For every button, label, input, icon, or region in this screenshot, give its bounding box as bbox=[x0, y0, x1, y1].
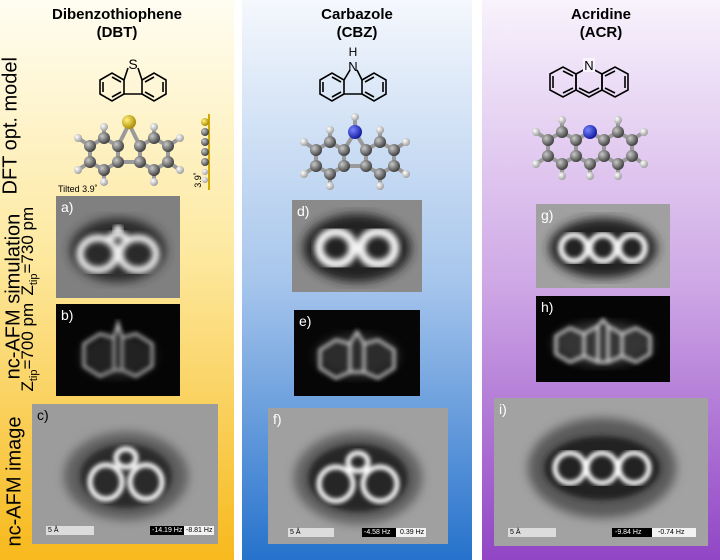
column-abbrev-cbz: (CBZ) bbox=[336, 24, 378, 41]
panel-c-afm-image: c) 5 Å -14.19 Hz -8.81 Hz bbox=[32, 404, 218, 544]
nitrogen-label-acr: N bbox=[584, 58, 593, 73]
colorbar-dbt-max: -8.81 Hz bbox=[186, 527, 213, 534]
scalebar-acr-length: 5 Å bbox=[510, 529, 521, 536]
colorbar-dbt-min: -14.19 Hz bbox=[152, 527, 183, 534]
panel-g-simulation: g) bbox=[536, 204, 670, 288]
panel-i-label: i) bbox=[499, 401, 507, 417]
column-abbrev-dbt: (DBT) bbox=[96, 24, 138, 41]
colorbar-cbz-min: -4.58 Hz bbox=[364, 529, 391, 536]
cbz-ball-stick-model bbox=[300, 113, 410, 190]
panel-e-label: e) bbox=[299, 313, 312, 329]
scalebar-cbz-length: 5 Å bbox=[290, 529, 301, 536]
colorbar-cbz-max-box bbox=[396, 528, 426, 537]
panel-f-label: f) bbox=[273, 411, 282, 427]
cbz-skeletal-formula: N H bbox=[319, 45, 387, 102]
dbt-side-view-model bbox=[201, 114, 210, 190]
panel-h-simulation: h) bbox=[536, 296, 670, 382]
column-dbt: Dibenzothiophene (DBT) DFT opt. model nc… bbox=[0, 0, 234, 560]
panel-i-image bbox=[494, 398, 708, 546]
acr-ball-stick-model bbox=[532, 116, 648, 180]
panel-b-simulation: b) bbox=[56, 304, 180, 396]
panel-f-afm-image: f) 5 Å -4.58 Hz 0.39 Hz bbox=[268, 408, 448, 544]
column-acr: Acridine (ACR) N bbox=[482, 0, 720, 560]
panel-a-simulation: a) bbox=[56, 196, 180, 298]
panel-d-simulation: d) bbox=[292, 200, 422, 292]
colorbar-acr-max: -0.74 Hz bbox=[658, 529, 685, 536]
colorbar-cbz-max: 0.39 Hz bbox=[400, 529, 425, 536]
column-title-acr: Acridine bbox=[570, 6, 631, 23]
scalebar-dbt-length: 5 Å bbox=[48, 527, 59, 534]
panel-b-image bbox=[56, 304, 180, 396]
panel-g-image bbox=[536, 204, 670, 288]
colorbar-acr-max-box bbox=[652, 528, 696, 537]
tilt-label: Tilted 3.9˚ bbox=[58, 184, 98, 194]
panel-i-afm-image: i) 5 Å -9.84 Hz -0.74 Hz bbox=[494, 398, 708, 546]
panel-h-image bbox=[536, 296, 670, 382]
panel-h-label: h) bbox=[541, 299, 554, 315]
nitrogen-label-cbz: N bbox=[348, 59, 357, 74]
panel-e-simulation: e) bbox=[294, 310, 420, 396]
panel-d-image bbox=[292, 200, 422, 292]
hydrogen-label-cbz: H bbox=[349, 45, 358, 59]
panel-d-label: d) bbox=[297, 203, 310, 219]
column-abbrev-acr: (ACR) bbox=[579, 24, 623, 41]
sulfur-label: S bbox=[128, 56, 137, 72]
panel-g-label: g) bbox=[541, 207, 554, 223]
row-label-dft: DFT opt. model bbox=[0, 57, 22, 195]
dbt-ball-stick-model bbox=[74, 115, 184, 186]
panel-c-label: c) bbox=[37, 407, 49, 423]
panel-a-label: a) bbox=[61, 199, 74, 215]
panel-f-image bbox=[268, 408, 448, 544]
scalebar-cbz bbox=[288, 528, 334, 537]
scalebar-dbt bbox=[46, 526, 94, 535]
row-label-nc-afm-image: nc-AFM image bbox=[3, 416, 26, 547]
panel-b-label: b) bbox=[61, 307, 74, 323]
colorbar-acr-min: -9.84 Hz bbox=[615, 529, 642, 536]
panel-c-image bbox=[32, 404, 218, 544]
colorbar-acr-min-box bbox=[612, 528, 652, 537]
colorbar-dbt-min-box bbox=[150, 526, 184, 535]
tilt-side-label: 3.9˚ bbox=[192, 172, 203, 188]
row-label-z730: Ztip=730 pm bbox=[17, 206, 41, 296]
column-title-cbz: Carbazole bbox=[321, 6, 393, 23]
colorbar-dbt-max-box bbox=[184, 526, 214, 535]
scalebar-acr bbox=[508, 528, 556, 537]
panel-a-image bbox=[56, 196, 180, 298]
column-title-dbt: Dibenzothiophene bbox=[52, 6, 182, 23]
panel-e-image bbox=[294, 310, 420, 396]
row-label-z700: Ztip=700 pm bbox=[17, 302, 41, 392]
colorbar-cbz-min-box bbox=[362, 528, 396, 537]
dbt-skeletal-formula: S bbox=[99, 56, 167, 102]
acr-skeletal-formula: N bbox=[549, 58, 629, 98]
column-cbz: Carbazole (CBZ) N H bbox=[242, 0, 472, 560]
